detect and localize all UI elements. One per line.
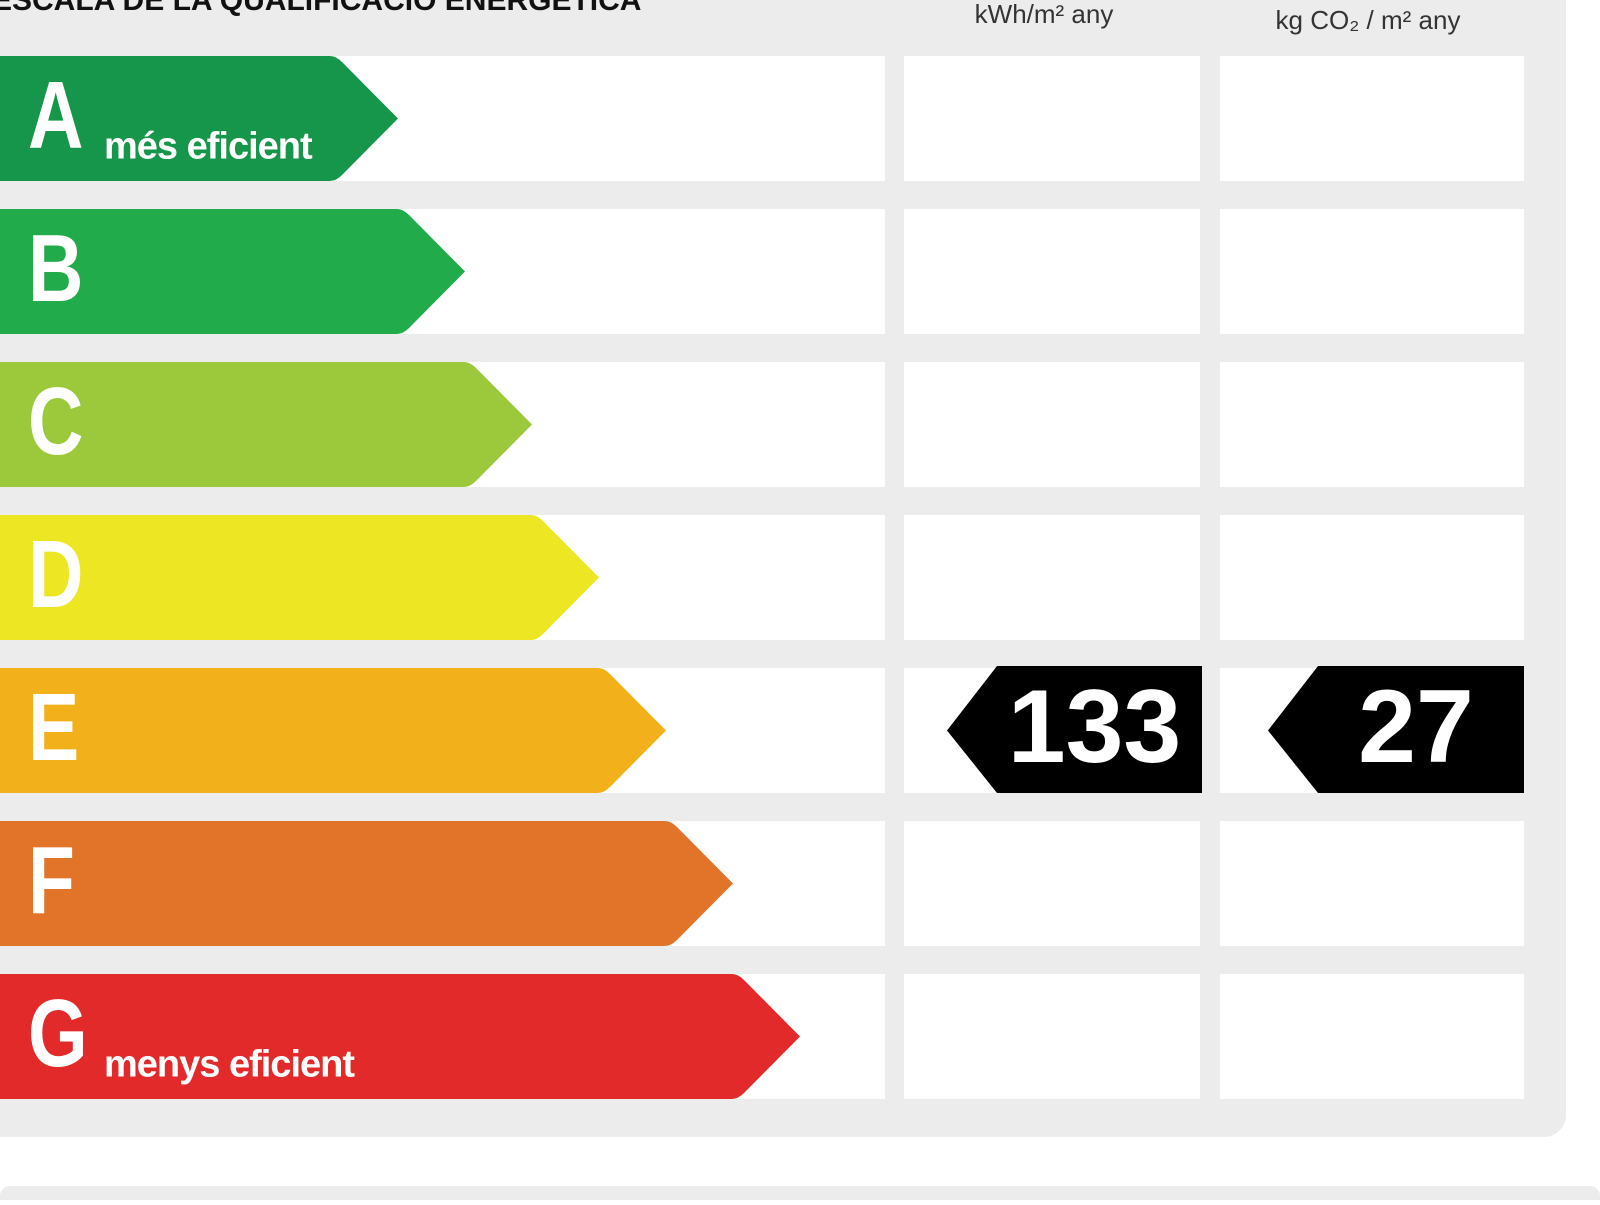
cell <box>1220 821 1524 946</box>
class-arrow <box>0 362 532 487</box>
class-arrow <box>0 821 733 946</box>
title: ESCALA DE LA QUALIFICACIÓ ENERGÈTICA <box>0 0 641 17</box>
class-label: menys eficient <box>104 1044 355 1086</box>
next-panel <box>0 1186 1600 1205</box>
rating-value: 133 <box>1008 669 1182 785</box>
cell <box>1220 974 1524 1099</box>
cell <box>904 515 1200 640</box>
cell <box>1220 515 1524 640</box>
unit-emissions: kg CO₂ / m² any <box>1276 5 1461 35</box>
class-letter: B <box>28 215 83 322</box>
rating-tag <box>947 666 1202 793</box>
class-arrow <box>0 974 800 1099</box>
rating-value: 27 <box>1358 669 1474 785</box>
cell <box>904 209 1200 334</box>
class-arrow <box>0 209 465 334</box>
rating-tag <box>1268 666 1524 793</box>
cell <box>904 974 1200 1099</box>
class-arrow <box>0 515 599 640</box>
unit-energy: kWh/m² any <box>975 0 1114 29</box>
cell <box>1220 56 1524 181</box>
class-arrow <box>0 668 666 793</box>
class-letter: D <box>28 521 83 628</box>
cell <box>904 362 1200 487</box>
class-letter: A <box>28 62 83 169</box>
cell <box>904 821 1200 946</box>
cell <box>904 56 1200 181</box>
cell <box>1220 362 1524 487</box>
class-letter: G <box>28 980 88 1087</box>
class-arrow <box>0 56 398 181</box>
class-letter: F <box>28 827 75 934</box>
class-label: més eficient <box>104 126 313 168</box>
class-letter: E <box>28 674 79 781</box>
cell <box>1220 209 1524 334</box>
class-letter: C <box>28 368 83 475</box>
